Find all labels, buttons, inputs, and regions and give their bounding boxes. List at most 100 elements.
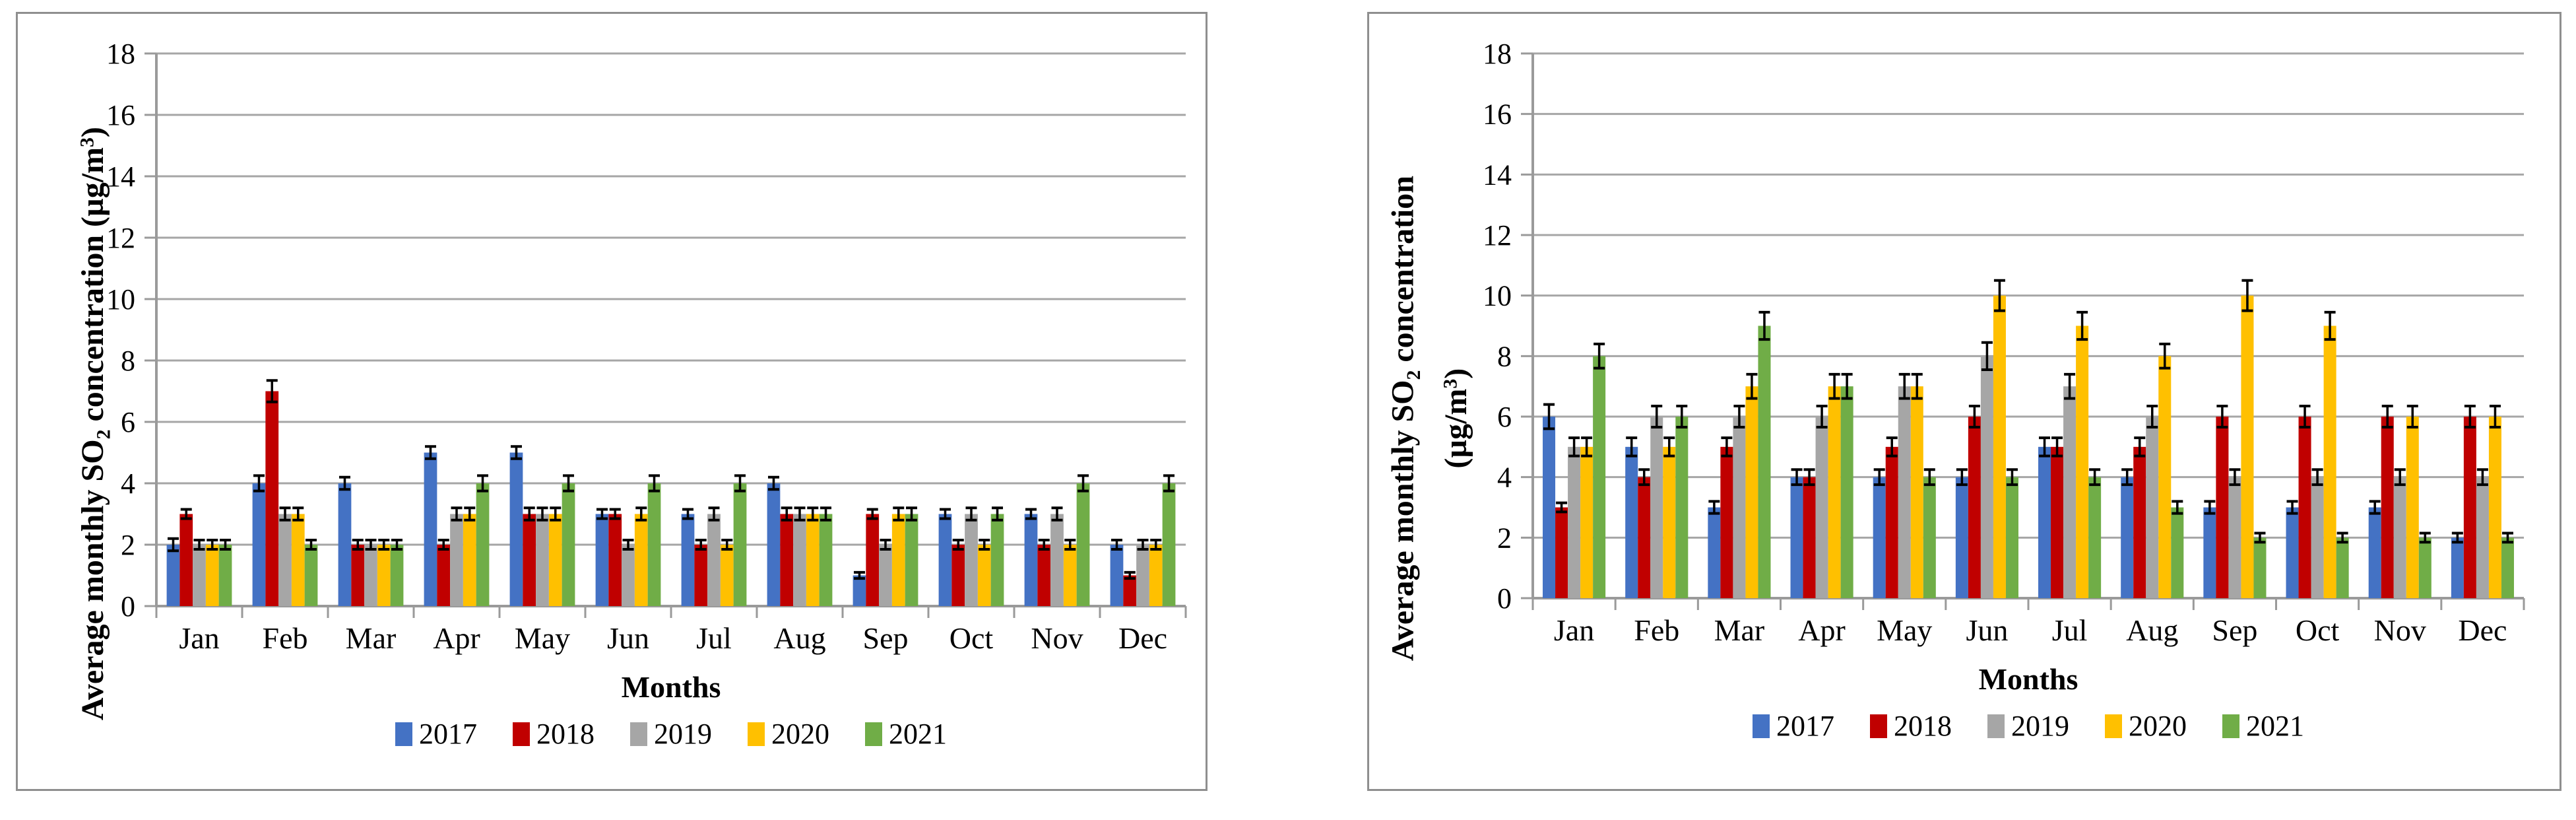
x-axis-title: Months [621,670,721,704]
bar-2018-jan [1555,507,1568,598]
bar-2017-oct [938,514,952,606]
chart-panel-left: Average monthly SO2 concentration (µg/m3… [16,12,1208,791]
bar-2019-mar [1733,417,1746,598]
bar-2018-apr [437,545,451,606]
bar-2017-mar [338,483,352,606]
bar-2021-jul [2088,477,2102,598]
bar-2021-aug [819,514,833,606]
legend-swatch-2020 [748,722,765,746]
legend: 2017 2018 2019 2020 2021 [1533,709,2524,743]
x-tick-label: Feb [263,621,308,655]
bar-2019-sep [2228,477,2241,598]
bar-2019-jun [1980,356,1993,598]
y-tick-label: 8 [121,345,135,377]
bar-2017-nov [2368,507,2381,598]
bar-2020-feb [291,514,305,606]
bar-2021-jul [733,483,747,606]
plot-area: 0 2 4 6 8 10 12 14 16 18 Jan Feb Mar Apr May Jun Jul Aug S… [106,38,1187,655]
legend-swatch-2017 [395,722,412,746]
legend-swatch-2019 [1987,714,2005,738]
bar-2020-apr [463,514,476,606]
bar-2017-jan [1543,417,1556,598]
legend: 2017 2018 2019 2020 2021 [156,717,1186,751]
bar-2017-oct [2286,507,2299,598]
bar-2021-may [562,483,575,606]
bar-2020-dec [2488,417,2501,598]
legend-item-2020: 2020 [748,717,829,751]
y-tick-label: 2 [1497,522,1512,554]
bar-2020-jun [1993,295,2006,598]
y-tick-label: 4 [1497,461,1512,494]
bar-2020-mar [377,545,391,606]
y-tick-label: 0 [121,590,135,623]
bar-2017-apr [424,452,437,606]
y-tick-label: 6 [1497,401,1512,433]
bar-2018-nov [2381,417,2394,598]
bar-2020-jul [2076,325,2089,598]
bar-2017-jul [2038,446,2051,598]
bar-2017-aug [767,483,781,606]
y-tick-label: 10 [1483,280,1512,312]
x-tick-label: Sep [863,621,909,655]
legend-item-2019: 2019 [1987,709,2069,743]
bar-2018-jul [694,545,708,606]
legend-label: 2021 [2246,710,2304,742]
legend-label: 2020 [771,718,829,750]
bar-2020-may [548,514,562,606]
bar-2017-aug [2121,477,2134,598]
legend-label: 2018 [536,718,595,750]
x-tick-label: Sep [2212,613,2257,647]
bar-2019-oct [965,514,978,606]
bar-2020-jun [634,514,648,606]
legend-label: 2020 [2129,710,2187,742]
legend-swatch-2019 [630,722,647,746]
bar-2018-jul [2051,446,2064,598]
bar-2021-dec [1162,483,1176,606]
bar-2018-aug [2133,446,2146,598]
bar-2018-jun [1968,417,1981,598]
bar-2021-may [1923,477,1936,598]
bar-2021-jun [2005,477,2018,598]
y-tick-label: 0 [1497,582,1512,615]
legend-swatch-2018 [1870,714,1887,738]
bar-2021-nov [2418,537,2431,598]
bar-2021-nov [1076,483,1090,606]
bar-2017-mar [1708,507,1721,598]
bar-2020-jul [720,545,734,606]
bar-2021-sep [2253,537,2267,598]
bar-2021-mar [390,545,404,606]
x-axis-title: Months [1978,662,2078,696]
y-tick-label: 18 [1483,38,1512,70]
bar-2018-oct [951,545,965,606]
x-tick-label: Jun [1966,613,2008,647]
bar-2019-jan [1568,446,1581,598]
bar-2019-apr [1815,417,1828,598]
x-tick-label: Dec [2458,613,2507,647]
bar-2019-feb [1650,417,1663,598]
legend-item-2018: 2018 [1870,709,1952,743]
bar-2020-sep [891,514,905,606]
legend-item-2021: 2021 [865,717,947,751]
bar-2017-may [509,452,523,606]
bar-2020-dec [1149,545,1163,606]
legend-swatch-2020 [2105,714,2122,738]
bar-2021-jun [647,483,661,606]
bar-2020-feb [1663,446,1676,598]
bar-2018-dec [2463,417,2476,598]
bar-2021-jan [218,545,232,606]
bar-2018-aug [780,514,794,606]
bar-2017-sep [853,575,866,606]
bar-2019-sep [879,545,892,606]
x-tick-label: Jan [1554,613,1594,647]
x-tick-label: Oct [950,621,994,655]
bar-2017-dec [2451,537,2464,598]
y-tick-label: 8 [1497,340,1512,372]
y-tick-label: 18 [106,38,135,70]
bar-2017-jul [681,514,695,606]
bar-2021-dec [2501,537,2514,598]
bar-2020-aug [2158,356,2172,598]
x-tick-label: Jun [607,621,649,655]
bar-2017-may [1873,477,1886,598]
y-tick-label: 14 [1483,158,1512,191]
bar-2019-aug [793,514,806,606]
